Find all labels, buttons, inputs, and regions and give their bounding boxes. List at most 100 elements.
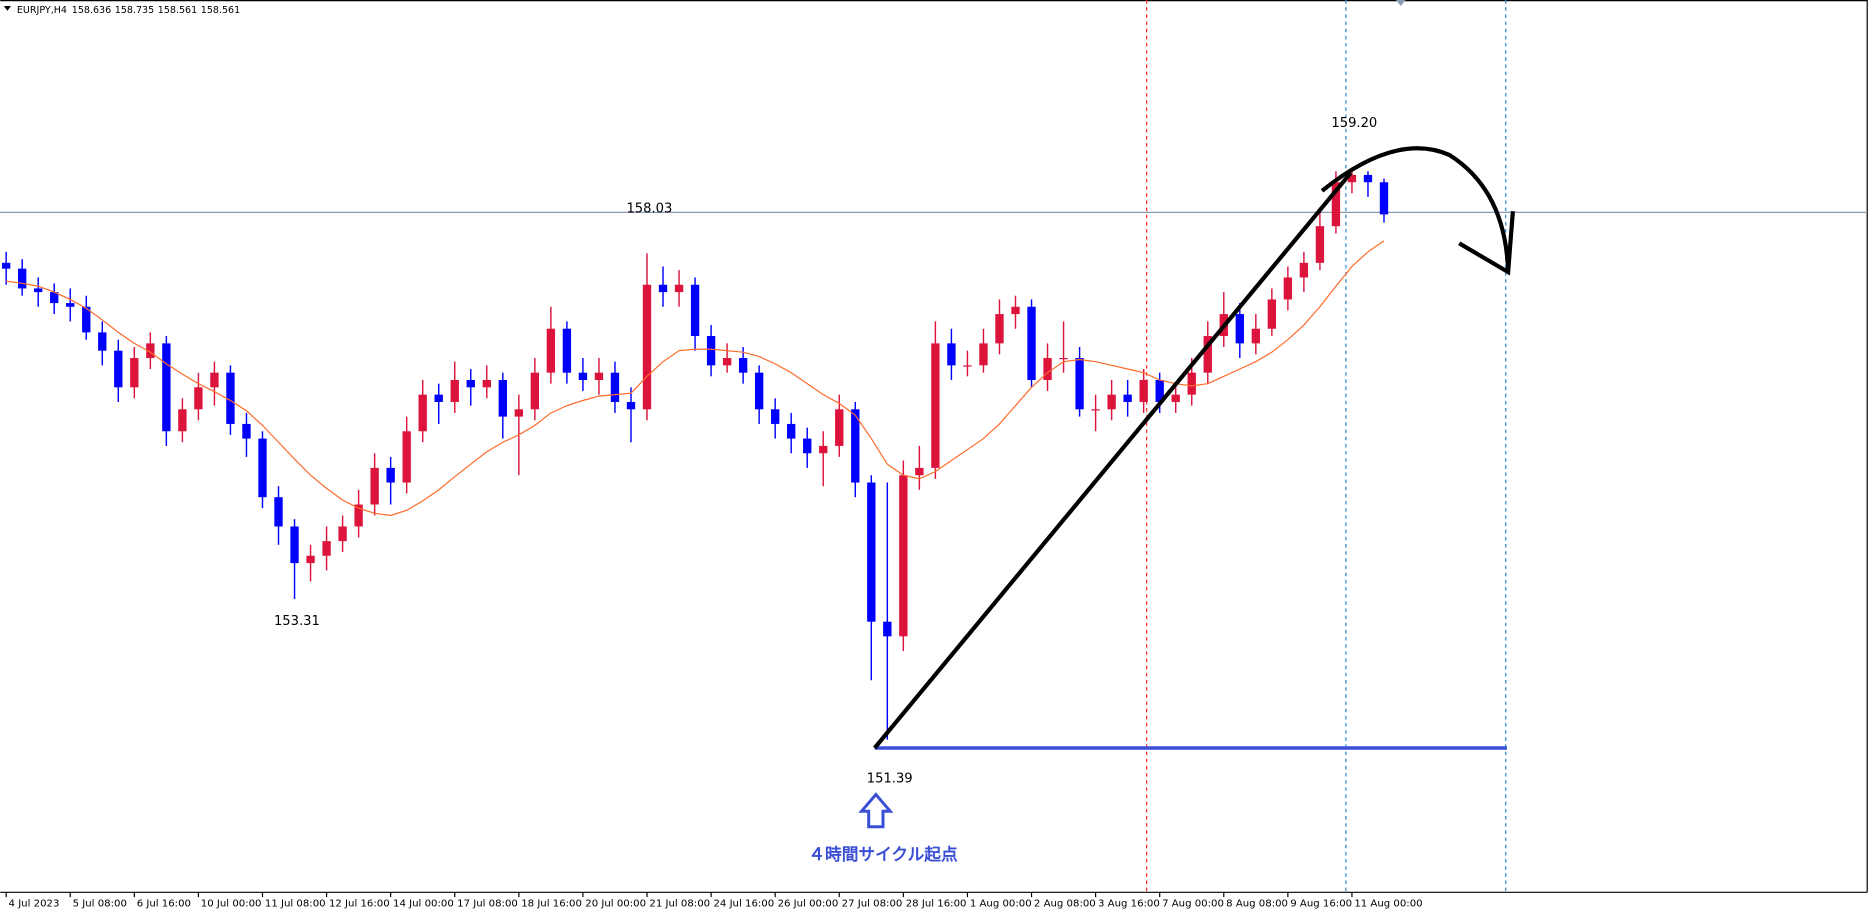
x-tick-label: 11 Jul 08:00: [265, 899, 326, 910]
candle-body: [835, 409, 844, 446]
candle-body: [626, 401, 636, 410]
candle-body: [114, 350, 123, 388]
candle-body: [210, 372, 219, 388]
candle-body: [1299, 262, 1309, 278]
candle-body: [146, 343, 155, 359]
price-label: 158.03: [626, 202, 672, 217]
x-tick-label: 5 Jul 08:00: [73, 899, 127, 910]
candle-body: [1187, 372, 1196, 395]
candle-body: [34, 288, 43, 293]
x-tick-label: 11 Aug 00:00: [1354, 899, 1422, 910]
candle-body: [418, 394, 427, 432]
candle-body: [242, 423, 251, 439]
candle-body: [915, 467, 924, 476]
x-tick-label: 28 Jul 16:00: [906, 899, 967, 910]
candle-body: [562, 328, 572, 373]
candle-body: [1251, 328, 1260, 344]
candle-body: [883, 621, 892, 637]
candle-body: [50, 292, 59, 304]
annotation: ４時間サイクル起点: [808, 844, 958, 864]
candle-body: [899, 475, 908, 637]
candle-body: [1347, 174, 1357, 183]
candle-body: [386, 467, 395, 483]
candle-body: [17, 268, 27, 289]
candle-body: [130, 358, 139, 388]
candle-body: [1091, 409, 1100, 411]
candle-body: [819, 445, 828, 454]
candle-body: [1155, 379, 1164, 402]
info-value: 158.735: [115, 5, 154, 16]
x-tick-label: 21 Jul 08:00: [649, 899, 710, 910]
candle-body: [1011, 306, 1020, 315]
x-tick-label: 12 Jul 16:00: [329, 899, 390, 910]
candle-body: [578, 372, 588, 380]
candle-body: [498, 379, 507, 417]
candle-body: [370, 467, 379, 505]
curved-arrow: [1320, 146, 1511, 273]
plot: 153.31 158.03 159.20 151.39: [1, 116, 1389, 898]
candle-body: [722, 358, 732, 366]
candle-body: [546, 328, 556, 373]
info-value: 158.561: [158, 5, 197, 16]
x-tick-label: 27 Jul 08:00: [842, 899, 903, 910]
x-tick-label: 2 Aug 08:00: [1034, 899, 1096, 910]
candle-body: [610, 372, 620, 402]
price-label: 159.20: [1331, 116, 1377, 131]
info-value: 158.561: [201, 5, 240, 16]
x-tick-label: 24 Jul 16:00: [713, 899, 774, 910]
price-label: 153.31: [274, 614, 320, 629]
x-tick-label: 8 Aug 08:00: [1226, 899, 1288, 910]
trend-line: [873, 171, 1353, 750]
x-tick-label: 7 Aug 00:00: [1162, 899, 1224, 910]
candle-body: [594, 372, 604, 380]
price-label: 151.39: [867, 772, 913, 787]
symbol: EURJPY,H4: [17, 5, 67, 16]
candle-body: [338, 526, 347, 542]
candle-body: [1363, 174, 1373, 183]
candle-body: [1379, 182, 1389, 215]
candle-body: [1043, 358, 1052, 380]
x-tick-label: 3 Aug 16:00: [1098, 899, 1160, 910]
candle-body: [674, 284, 684, 293]
candle-body: [66, 303, 75, 307]
candle-body: [771, 409, 780, 424]
candle-body: [1331, 182, 1341, 227]
candle-body: [178, 409, 187, 432]
candle-body: [258, 438, 267, 498]
candle-body: [979, 343, 988, 366]
candle-body: [450, 379, 459, 402]
x-tick-label: 6 Jul 16:00: [137, 899, 191, 910]
candle-body: [482, 379, 491, 388]
candle-body: [851, 409, 860, 483]
candle-body: [690, 284, 700, 337]
up-arrow: [858, 792, 894, 829]
candle-body: [194, 387, 203, 410]
candle-body: [306, 555, 315, 564]
candle-body: [466, 379, 475, 388]
candle-body: [787, 423, 796, 439]
candle-body: [274, 497, 283, 527]
candle-body: [1059, 358, 1068, 360]
x-tick-label: 14 Jul 00:00: [393, 899, 454, 910]
candle-body: [995, 314, 1004, 344]
moving-average: [6, 240, 1385, 517]
x-tick-label: 4 Jul 2023: [9, 899, 60, 910]
candle-body: [947, 343, 956, 366]
candle-body: [1203, 336, 1212, 373]
candle-body: [1235, 314, 1244, 344]
candle-body: [803, 438, 812, 454]
candle-body: [434, 394, 443, 402]
info-value: 158.636: [72, 5, 111, 16]
candle-body: [162, 343, 171, 432]
candle-body: [1315, 226, 1325, 263]
candle-body: [754, 372, 764, 410]
candle-body: [931, 343, 940, 468]
menu-triangle: [3, 5, 11, 11]
candle-body: [1267, 299, 1277, 329]
candle-body: [1027, 306, 1036, 380]
x-tick-label: 17 Jul 08:00: [457, 899, 518, 910]
x-tick-label: 26 Jul 00:00: [778, 899, 839, 910]
candle-body: [1171, 394, 1180, 402]
x-tick-label: 9 Aug 16:00: [1290, 899, 1352, 910]
